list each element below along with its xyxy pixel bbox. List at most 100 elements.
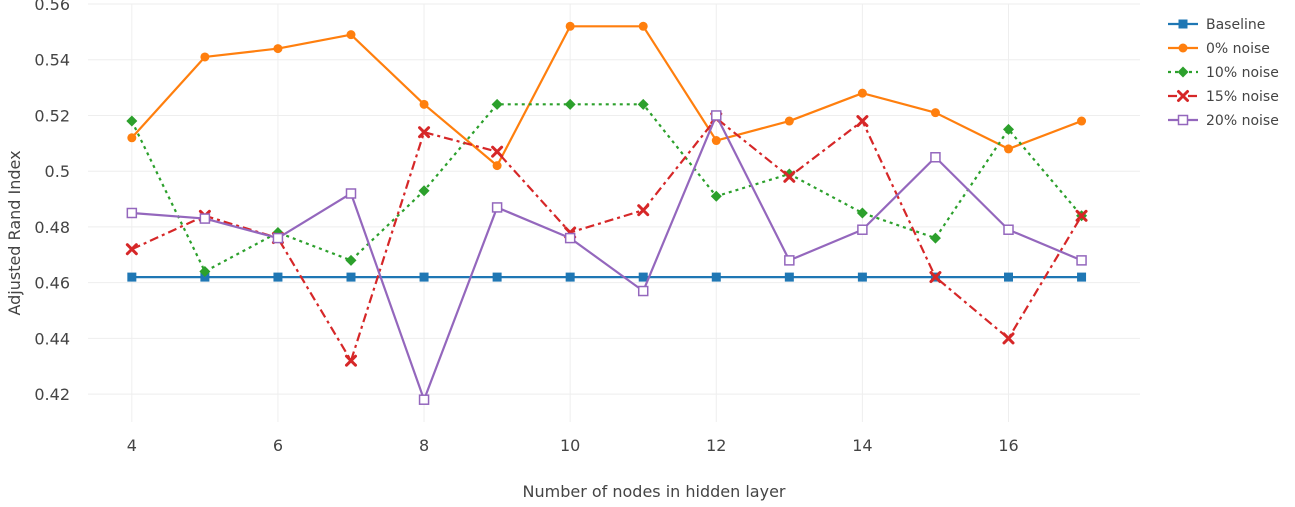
series-lines [125,21,1088,405]
data-point-0pct-noise [565,21,575,31]
data-point-20pct-noise [345,188,357,199]
x-tick-label: 6 [273,436,283,455]
data-point-10pct-noise [564,98,576,110]
x-tick-label: 12 [706,436,726,455]
data-point-10pct-noise [783,168,795,180]
series-line-20pct-noise [131,114,1082,401]
series-20pct-noise [126,110,1087,405]
legend-label-0pct-noise: 0% noise [1206,41,1270,57]
series-line-10pct-noise [130,103,1083,273]
data-point-baseline [273,272,283,282]
data-point-baseline [200,272,210,282]
y-tick-label: 0.44 [34,329,70,348]
data-point-10pct-noise [126,115,138,127]
y-axis-title: Adjusted Rand Index [5,150,24,315]
data-point-0pct-noise [492,161,502,171]
legend-label-15pct-noise: 15% noise [1206,89,1279,105]
legend-label-20pct-noise: 20% noise [1206,113,1279,129]
data-point-baseline [492,272,502,282]
data-point-20pct-noise [1003,224,1014,235]
data-point-0pct-noise [1004,144,1013,154]
y-tick-label: 0.5 [45,162,70,181]
data-point-20pct-noise [491,202,503,213]
data-point-20pct-noise [272,232,284,244]
x-axis-title: Number of nodes in hidden layer [523,482,786,501]
data-point-15pct-noise [345,354,357,367]
data-point-15pct-noise [125,243,138,256]
data-point-20pct-noise [126,207,138,219]
data-point-15pct-noise [929,271,942,284]
series-0pct-noise [127,21,1087,171]
data-point-15pct-noise [418,126,431,139]
data-point-baseline [419,272,429,282]
data-point-20pct-noise [637,285,649,297]
data-point-20pct-noise [711,110,722,121]
legend-label-baseline: Baseline [1206,17,1265,33]
data-point-15pct-noise [856,115,869,128]
data-point-0pct-noise [711,136,721,146]
data-point-10pct-noise [345,254,357,266]
legend-item-0pct-noise: 0% noise [1168,41,1270,57]
series-10pct-noise [126,98,1088,278]
data-point-0pct-noise [930,108,940,118]
x-tick-label: 8 [419,436,429,455]
y-tick-label: 0.46 [34,274,70,293]
data-point-10pct-noise [856,207,868,219]
series-15pct-noise [125,112,1088,367]
legend-item-15pct-noise: 15% noise [1168,89,1279,105]
data-point-20pct-noise [857,224,868,235]
series-line-0pct-noise [131,25,1082,167]
data-point-baseline [565,272,575,282]
legend-label-10pct-noise: 10% noise [1206,65,1279,81]
y-tick-label: 0.52 [34,106,70,125]
data-point-20pct-noise [564,232,576,244]
x-tick-label: 10 [560,436,580,455]
data-point-10pct-noise [491,98,503,110]
legend-marker-baseline [1178,19,1188,29]
grid-lines [88,3,1140,422]
data-point-20pct-noise [930,152,941,163]
data-point-0pct-noise [273,44,283,54]
data-point-15pct-noise [783,170,796,183]
data-point-0pct-noise [857,88,867,98]
data-point-20pct-noise [418,394,430,405]
data-point-10pct-noise [418,185,430,197]
y-tick-label: 0.56 [34,0,70,14]
legend-item-10pct-noise: 10% noise [1168,65,1279,81]
data-point-15pct-noise [637,204,650,217]
data-point-20pct-noise [1076,255,1087,266]
data-point-baseline [638,272,648,282]
legend: Baseline 0% noise 10% noise 15% noise 20% no… [1168,17,1279,129]
data-point-0pct-noise [346,30,356,40]
legend-marker-20pct-noise [1177,114,1189,126]
legend-marker-15pct-noise [1177,90,1189,102]
data-point-0pct-noise [784,116,794,126]
x-tick-label: 4 [127,436,137,455]
data-point-10pct-noise [199,266,211,278]
data-point-baseline [1077,272,1087,282]
x-tick-label: 14 [852,436,872,455]
y-tick-label: 0.42 [34,385,70,404]
legend-item-baseline: Baseline [1168,17,1265,33]
data-point-0pct-noise [127,133,137,143]
data-point-10pct-noise [929,232,941,244]
data-point-15pct-noise [1075,209,1088,222]
data-point-0pct-noise [419,99,429,109]
data-point-15pct-noise [1002,332,1015,345]
data-point-baseline [857,272,867,282]
legend-item-20pct-noise: 20% noise [1168,113,1279,129]
data-point-0pct-noise [1077,116,1087,126]
data-point-10pct-noise [710,190,722,202]
data-point-10pct-noise [1003,123,1014,135]
axes: 0.42 0.44 0.46 0.48 0.5 0.52 0.54 0.56 4 6 8 10 12 14… [34,0,1018,455]
data-point-20pct-noise [199,213,211,224]
data-point-baseline [346,272,356,282]
series-line-15pct-noise [131,117,1083,362]
data-point-20pct-noise [784,255,795,266]
y-tick-label: 0.54 [34,51,70,70]
y-tick-label: 0.48 [34,218,70,237]
data-point-15pct-noise [491,145,504,158]
data-point-10pct-noise [637,98,649,110]
